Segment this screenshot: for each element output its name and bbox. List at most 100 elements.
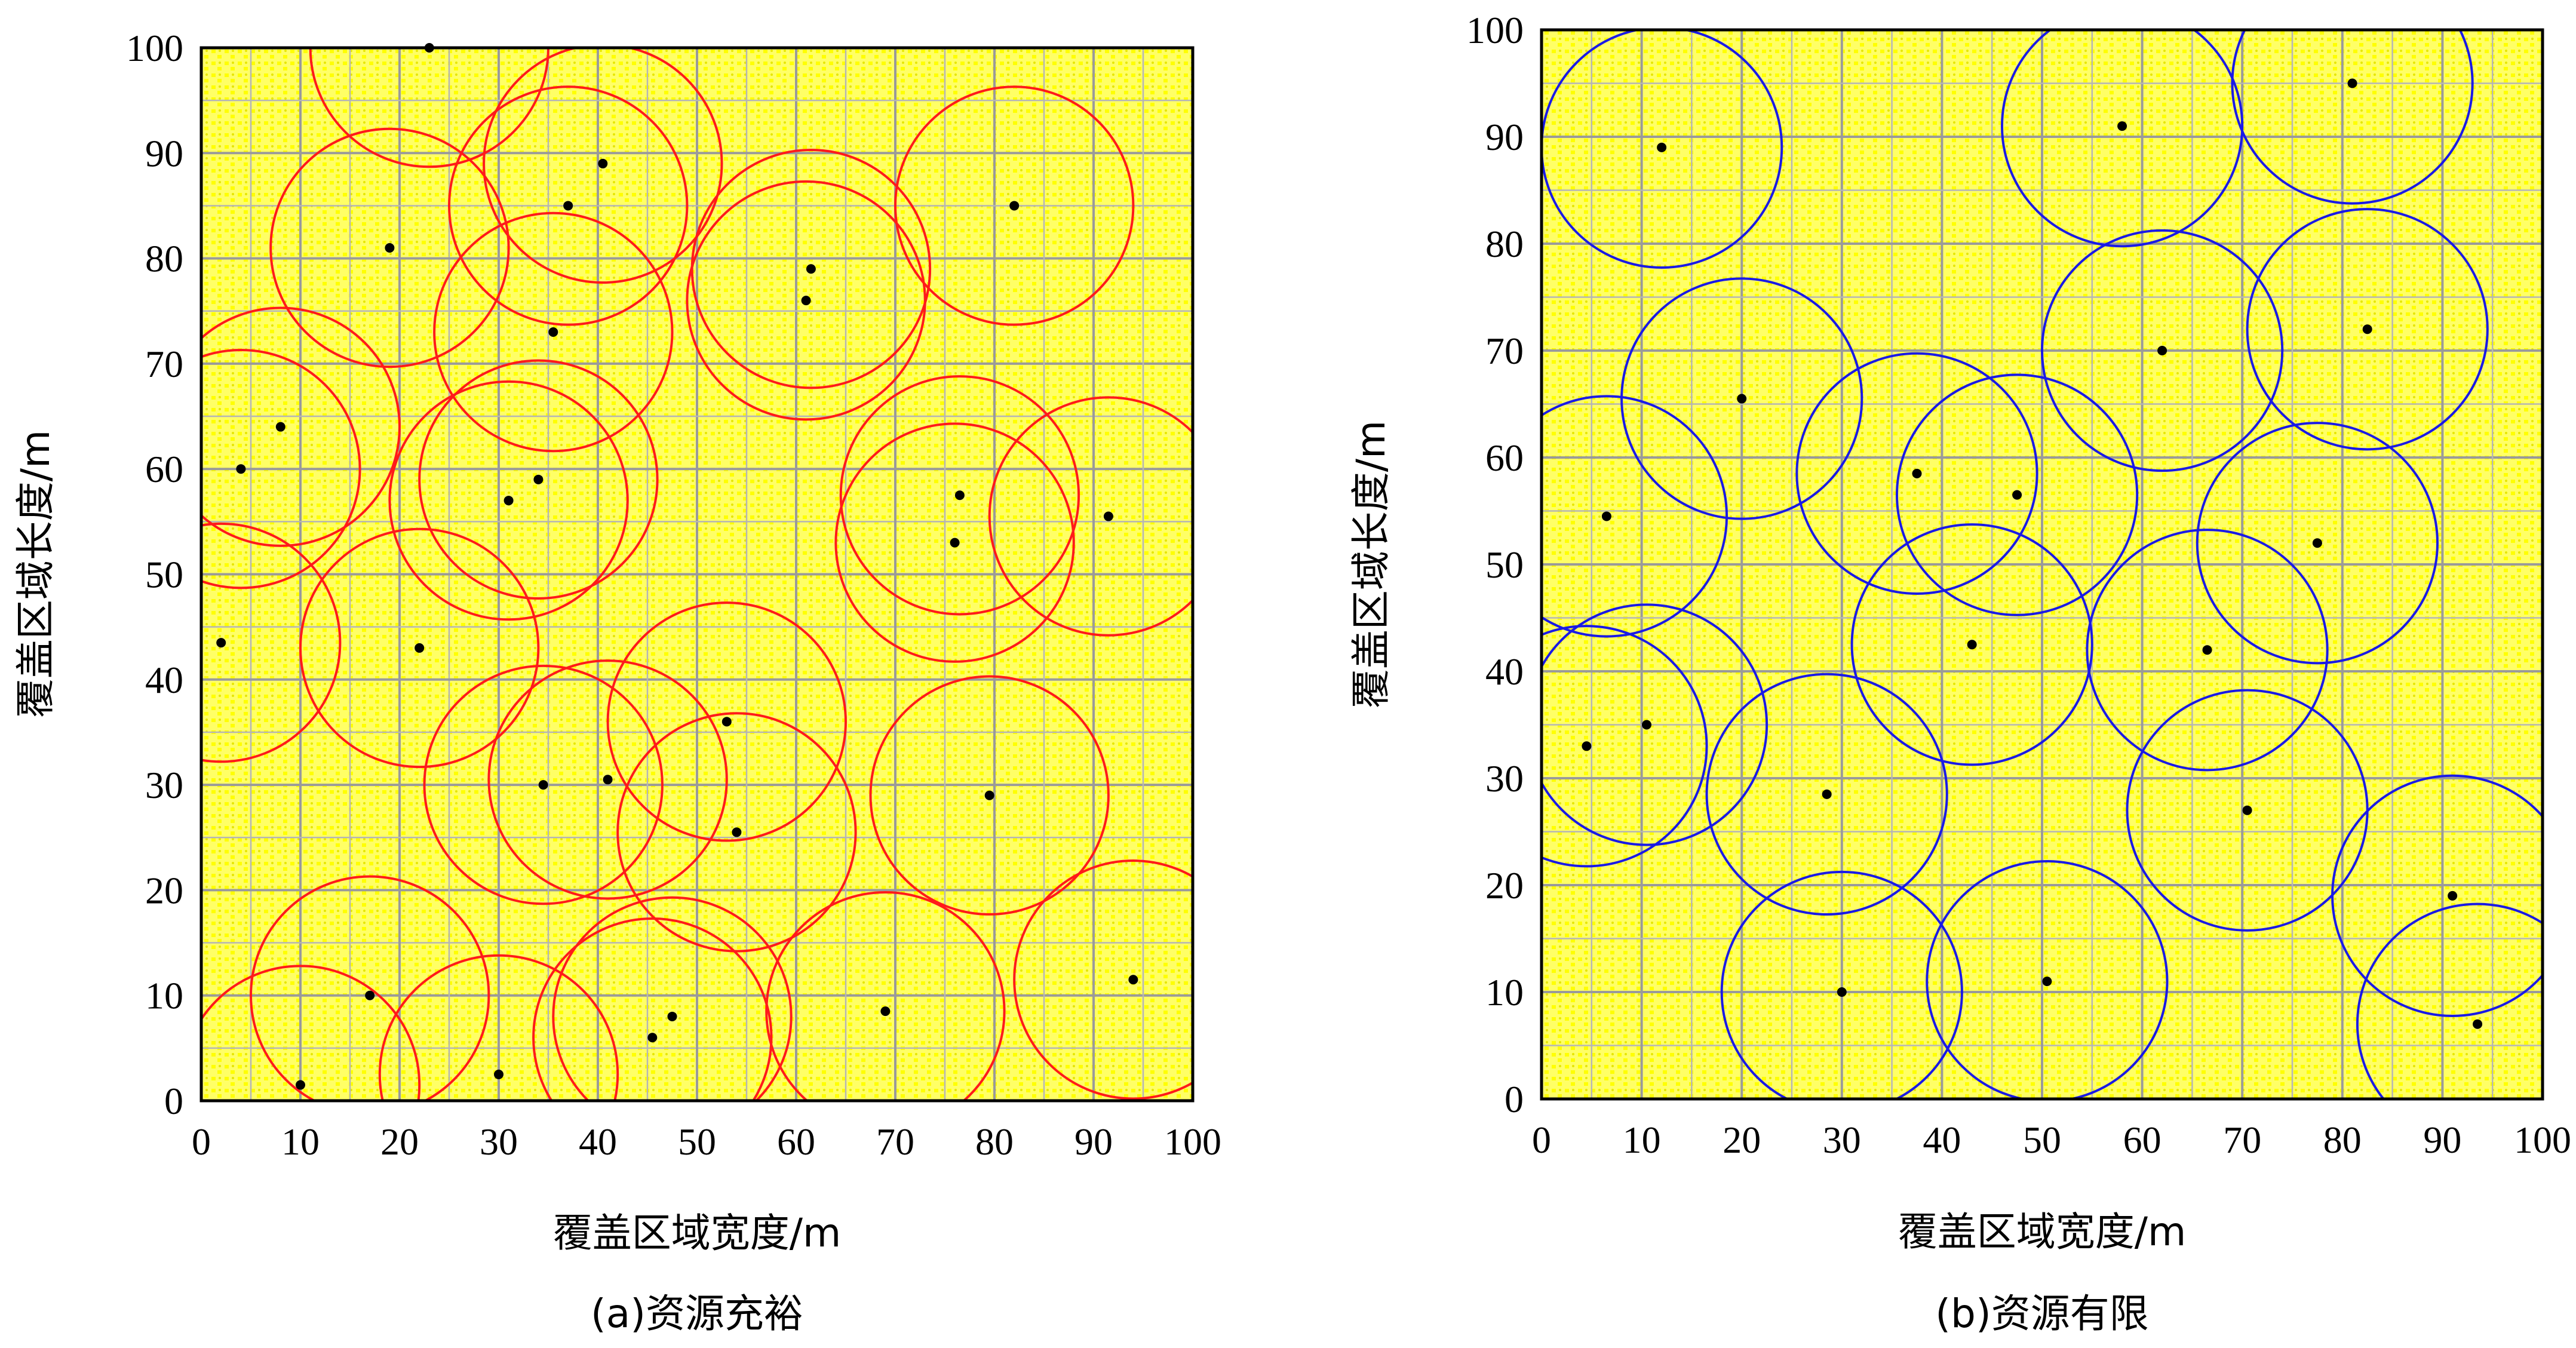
x-tick-label: 40 — [579, 1120, 617, 1163]
x-axis-title-b: 覆盖区域宽度/m — [1898, 1209, 2187, 1255]
x-tick-label: 90 — [2423, 1119, 2461, 1161]
node-point — [548, 327, 558, 337]
node-point — [1009, 201, 1020, 211]
coverage-circles-b — [1542, 30, 2543, 1099]
coverage-circle — [606, 601, 848, 842]
coverage-circle — [552, 896, 793, 1101]
node-point — [950, 538, 960, 548]
y-tick-label: 90 — [145, 132, 183, 174]
y-axis-title-b: 覆盖区域长度/m — [1348, 420, 1394, 709]
x-tick-label: 30 — [1823, 1119, 1861, 1161]
coverage-circle — [378, 954, 619, 1101]
caption-a: (a)资源充裕 — [591, 1291, 803, 1337]
node-point — [2242, 805, 2252, 815]
coverage-circle — [201, 306, 401, 547]
coverage-circle — [309, 48, 549, 168]
nodes-b — [1582, 78, 2483, 1029]
coverage-circle — [250, 875, 490, 1101]
y-tick-label: 60 — [1485, 437, 1524, 479]
coverage-circle — [2356, 902, 2543, 1099]
coverage-circle — [1542, 395, 1728, 638]
node-point — [801, 296, 811, 306]
coverage-circle — [1850, 523, 2093, 766]
y-tick-label: 60 — [145, 448, 183, 490]
y-tick-label: 30 — [145, 764, 183, 806]
node-point — [2012, 490, 2022, 500]
coverage-circle — [834, 422, 1075, 663]
x-tick-label: 10 — [1623, 1119, 1661, 1161]
node-point — [216, 638, 226, 648]
node-point — [2473, 1019, 2483, 1029]
coverage-circle — [532, 917, 773, 1101]
y-tick-label: 40 — [1485, 650, 1524, 693]
node-point — [1601, 511, 1611, 521]
node-point — [954, 490, 965, 500]
x-tick-label: 60 — [777, 1120, 815, 1163]
coverage-circle — [1013, 859, 1193, 1100]
node-point — [1103, 511, 1113, 521]
node-point — [2042, 977, 2052, 987]
node-point — [1967, 640, 1977, 650]
x-tick-label: 90 — [1074, 1120, 1113, 1163]
x-tick-label: 30 — [480, 1120, 518, 1163]
x-tick-label: 10 — [281, 1120, 320, 1163]
node-point — [598, 158, 608, 168]
node-point — [1641, 720, 1651, 730]
coverage-circle — [2041, 229, 2284, 472]
y-tick-label: 80 — [145, 238, 183, 280]
y-tick-label: 70 — [145, 343, 183, 385]
coverage-circle — [1705, 673, 1948, 916]
node-point — [275, 422, 285, 432]
y-tick-label: 100 — [1466, 9, 1524, 51]
coverage-circle — [1542, 30, 1783, 269]
x-tick-label: 50 — [2023, 1119, 2061, 1161]
x-tick-label: 100 — [1164, 1120, 1221, 1163]
y-tick-label: 20 — [145, 869, 183, 911]
coverage-circle — [433, 211, 674, 453]
coverage-circle — [1895, 373, 2139, 616]
coverage-circle — [988, 396, 1193, 637]
y-tick-labels-a: 0 10 20 30 40 50 60 70 80 90 100 — [126, 27, 183, 1122]
coverage-circle — [201, 522, 342, 763]
node-point — [1128, 975, 1138, 985]
coverage-circle — [201, 349, 361, 589]
node-point — [2312, 538, 2322, 548]
x-tick-label: 80 — [2323, 1119, 2362, 1161]
y-tick-label: 100 — [126, 27, 183, 69]
node-point — [415, 643, 425, 653]
coverage-circle — [1620, 277, 1863, 520]
y-tick-label: 40 — [145, 659, 183, 701]
node-point — [296, 1080, 305, 1090]
node-point — [647, 1033, 658, 1043]
coverage-circle — [1542, 603, 1768, 846]
y-tick-label: 20 — [1485, 864, 1524, 907]
coverage-circle — [869, 675, 1110, 916]
coverage-circle — [2331, 774, 2543, 1017]
node-point — [385, 242, 395, 253]
coverage-circle — [2196, 422, 2439, 665]
node-point — [880, 1006, 891, 1017]
node-point — [503, 496, 514, 506]
node-point — [732, 827, 742, 837]
x-tick-label: 20 — [1723, 1119, 1761, 1161]
coverage-circle — [894, 85, 1135, 326]
node-point — [533, 474, 544, 484]
x-tick-label: 0 — [192, 1120, 211, 1163]
coverage-circle — [1926, 860, 2169, 1099]
x-tick-labels-b: 0 10 20 30 40 50 60 70 80 90 100 — [1532, 1119, 2571, 1161]
x-tick-label: 20 — [380, 1120, 419, 1163]
node-point — [1657, 142, 1667, 152]
node-point — [494, 1069, 503, 1079]
node-point — [1837, 987, 1847, 997]
node-point — [538, 780, 548, 790]
x-tick-label: 0 — [1532, 1119, 1551, 1161]
grid-b — [1542, 30, 2543, 1099]
x-tick-label: 70 — [876, 1120, 914, 1163]
y-tick-labels-b: 0 10 20 30 40 50 60 70 80 90 100 — [1466, 9, 1524, 1120]
node-point — [806, 264, 816, 274]
caption-b: (b)资源有限 — [1935, 1291, 2148, 1337]
node-point — [1912, 468, 1922, 478]
node-point — [2448, 891, 2458, 901]
node-point — [2202, 645, 2212, 655]
